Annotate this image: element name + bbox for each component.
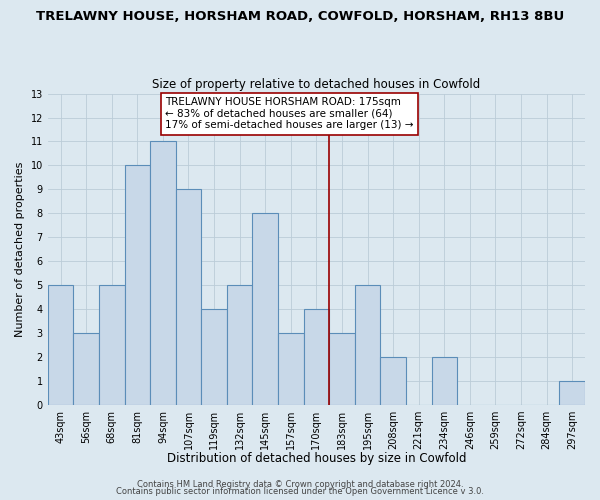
- Bar: [48, 285, 73, 405]
- Text: TRELAWNY HOUSE HORSHAM ROAD: 175sqm
← 83% of detached houses are smaller (64)
17: TRELAWNY HOUSE HORSHAM ROAD: 175sqm ← 83…: [166, 97, 414, 130]
- X-axis label: Distribution of detached houses by size in Cowfold: Distribution of detached houses by size …: [167, 452, 466, 465]
- Bar: [329, 333, 355, 405]
- Text: Contains public sector information licensed under the Open Government Licence v : Contains public sector information licen…: [116, 487, 484, 496]
- Text: TRELAWNY HOUSE, HORSHAM ROAD, COWFOLD, HORSHAM, RH13 8BU: TRELAWNY HOUSE, HORSHAM ROAD, COWFOLD, H…: [36, 10, 564, 23]
- Bar: [176, 190, 201, 405]
- Bar: [125, 166, 150, 405]
- Bar: [73, 333, 99, 405]
- Title: Size of property relative to detached houses in Cowfold: Size of property relative to detached ho…: [152, 78, 481, 91]
- Bar: [380, 357, 406, 405]
- Text: Contains HM Land Registry data © Crown copyright and database right 2024.: Contains HM Land Registry data © Crown c…: [137, 480, 463, 489]
- Bar: [253, 214, 278, 405]
- Bar: [559, 381, 585, 405]
- Bar: [150, 142, 176, 405]
- Bar: [201, 309, 227, 405]
- Bar: [431, 357, 457, 405]
- Bar: [355, 285, 380, 405]
- Bar: [304, 309, 329, 405]
- Bar: [99, 285, 125, 405]
- Bar: [278, 333, 304, 405]
- Y-axis label: Number of detached properties: Number of detached properties: [15, 162, 25, 337]
- Bar: [227, 285, 253, 405]
